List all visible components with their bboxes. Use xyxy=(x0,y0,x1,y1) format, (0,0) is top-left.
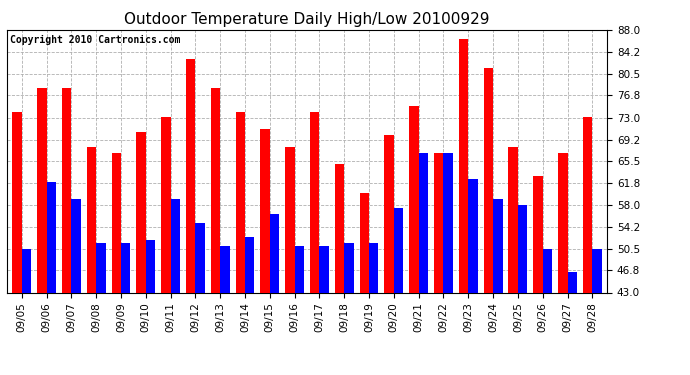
Bar xyxy=(96,243,106,292)
Bar xyxy=(161,117,170,292)
Bar xyxy=(567,272,577,292)
Bar xyxy=(12,112,22,292)
Bar xyxy=(394,208,403,292)
Bar xyxy=(245,237,255,292)
Bar xyxy=(37,88,47,292)
Bar xyxy=(71,199,81,292)
Bar xyxy=(220,246,230,292)
Text: Copyright 2010 Cartronics.com: Copyright 2010 Cartronics.com xyxy=(10,35,180,45)
Bar xyxy=(62,88,71,292)
Bar xyxy=(533,176,543,292)
Bar xyxy=(459,39,469,292)
Bar xyxy=(469,179,477,292)
Bar xyxy=(195,222,205,292)
Bar xyxy=(270,214,279,292)
Bar xyxy=(444,153,453,292)
Bar xyxy=(518,205,527,292)
Bar xyxy=(335,164,344,292)
Bar xyxy=(47,182,56,292)
Bar xyxy=(260,129,270,292)
Bar xyxy=(295,246,304,292)
Title: Outdoor Temperature Daily High/Low 20100929: Outdoor Temperature Daily High/Low 20100… xyxy=(124,12,490,27)
Bar xyxy=(310,112,319,292)
Bar xyxy=(285,147,295,292)
Bar xyxy=(583,117,592,292)
Bar xyxy=(484,68,493,292)
Bar xyxy=(170,199,180,292)
Bar xyxy=(558,153,567,292)
Bar xyxy=(87,147,96,292)
Bar xyxy=(186,59,195,292)
Bar xyxy=(509,147,518,292)
Bar xyxy=(434,153,444,292)
Bar xyxy=(419,153,428,292)
Bar xyxy=(112,153,121,292)
Bar xyxy=(409,106,419,292)
Bar xyxy=(121,243,130,292)
Bar xyxy=(359,194,369,292)
Bar xyxy=(137,132,146,292)
Bar xyxy=(211,88,220,292)
Bar xyxy=(235,112,245,292)
Bar xyxy=(319,246,329,292)
Bar xyxy=(384,135,394,292)
Bar xyxy=(543,249,552,292)
Bar xyxy=(493,199,502,292)
Bar xyxy=(344,243,354,292)
Bar xyxy=(369,243,379,292)
Bar xyxy=(22,249,31,292)
Bar xyxy=(592,249,602,292)
Bar xyxy=(146,240,155,292)
